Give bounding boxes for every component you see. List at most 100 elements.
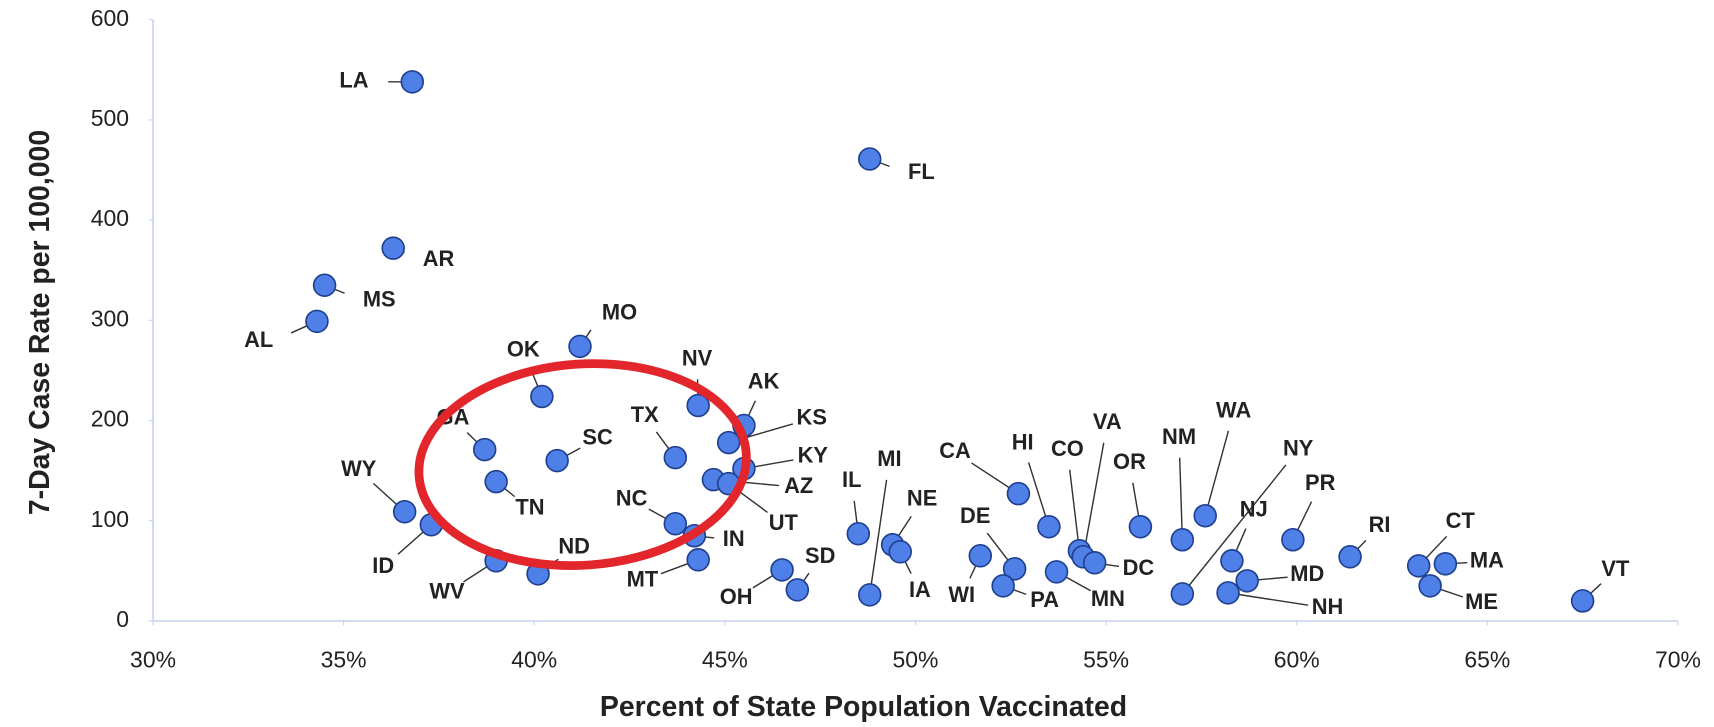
point-label: NC xyxy=(616,485,648,510)
point-label: WI xyxy=(948,582,975,607)
point-label: RI xyxy=(1369,512,1391,537)
point-label: WV xyxy=(429,578,465,603)
point-label: NJ xyxy=(1240,496,1268,521)
point-label: OH xyxy=(720,584,753,609)
point-label: TN xyxy=(515,495,544,520)
point xyxy=(1216,581,1240,605)
point xyxy=(484,469,508,494)
point xyxy=(392,499,417,524)
point xyxy=(1406,554,1431,578)
point xyxy=(1044,560,1069,584)
point xyxy=(1281,528,1305,552)
point-label: MT xyxy=(627,566,659,591)
point-label: KS xyxy=(797,404,827,429)
point-label: ID xyxy=(372,553,394,578)
point-label: OR xyxy=(1113,449,1146,474)
point xyxy=(1570,589,1595,613)
y-tick-label: 500 xyxy=(91,105,129,131)
point xyxy=(1082,551,1107,575)
point-label: SC xyxy=(582,425,613,450)
point-label: MS xyxy=(363,286,396,311)
point-label: CA xyxy=(939,438,971,463)
point xyxy=(1235,569,1259,593)
x-tick-label: 70% xyxy=(1655,646,1701,672)
x-tick-label: 30% xyxy=(130,646,176,672)
y-tick-label: 200 xyxy=(91,406,129,432)
x-tick-label: 40% xyxy=(511,646,557,672)
leader-line xyxy=(1181,464,1287,595)
leader-line xyxy=(1227,592,1309,606)
point-label: CO xyxy=(1051,436,1084,461)
point xyxy=(1418,574,1442,598)
x-tick-label: 65% xyxy=(1464,646,1510,672)
point xyxy=(1170,528,1195,552)
point-label: MA xyxy=(1470,547,1504,572)
y-tick-label: 300 xyxy=(91,305,129,331)
point xyxy=(770,558,794,582)
point-label: UT xyxy=(769,510,799,535)
point-label: DC xyxy=(1123,555,1155,580)
y-tick-label: 100 xyxy=(91,506,129,532)
point-label: MD xyxy=(1290,561,1324,586)
point-label: VA xyxy=(1093,409,1122,434)
point-label: SD xyxy=(805,543,835,568)
x-tick-label: 55% xyxy=(1083,646,1129,672)
plot-area: 0 100 200 300 400 500 600 30% 35% 40% 45% 50% 55% 60%… xyxy=(91,5,1701,673)
point xyxy=(846,522,871,546)
point xyxy=(716,430,741,455)
point xyxy=(545,448,569,473)
y-tick-label: 600 xyxy=(91,5,129,31)
point-label: PA xyxy=(1030,587,1059,612)
point-label: OK xyxy=(507,336,540,361)
leader-lines xyxy=(290,81,1602,606)
point xyxy=(991,574,1015,598)
point xyxy=(1128,514,1153,539)
point-label: NY xyxy=(1283,435,1314,460)
point-label: FL xyxy=(908,159,935,184)
point xyxy=(1170,582,1195,606)
point-label: IL xyxy=(842,467,861,492)
point xyxy=(1338,545,1362,569)
point-label: MO xyxy=(602,299,637,324)
point-label: AK xyxy=(748,369,780,394)
point-label: ND xyxy=(558,533,590,558)
point xyxy=(686,548,710,572)
leader-line xyxy=(1082,442,1105,557)
point-label: HI xyxy=(1012,429,1034,454)
point xyxy=(888,540,912,564)
point xyxy=(1433,552,1458,576)
point-label: AL xyxy=(244,327,273,352)
point-label: NV xyxy=(682,345,713,370)
point-label: VT xyxy=(1601,556,1630,581)
point-label: CT xyxy=(1446,508,1476,533)
point-label: IN xyxy=(723,526,745,551)
point xyxy=(857,147,882,171)
y-axis-title: 7-Day Case Rate per 100,000 xyxy=(24,130,56,515)
point xyxy=(1002,557,1027,581)
point xyxy=(663,445,688,470)
x-tick-label: 60% xyxy=(1274,646,1320,672)
point xyxy=(968,544,993,568)
leader-line xyxy=(1178,457,1184,540)
point-label: IA xyxy=(909,577,931,602)
point-label: NE xyxy=(907,486,937,511)
point xyxy=(785,578,810,602)
point xyxy=(472,437,497,462)
point-label: TX xyxy=(631,402,659,427)
point-label: MI xyxy=(877,446,901,471)
point-label: PR xyxy=(1305,470,1336,495)
point-label: NH xyxy=(1312,594,1344,619)
point xyxy=(568,334,592,359)
highlight-ellipse xyxy=(414,359,751,570)
y-tick-label: 400 xyxy=(91,205,129,231)
point-label: KY xyxy=(798,442,829,467)
y-tick-label: 0 xyxy=(116,606,129,632)
leader-line xyxy=(869,479,888,595)
point xyxy=(857,583,882,607)
point xyxy=(1220,549,1244,573)
point-label: AR xyxy=(423,246,455,271)
point xyxy=(305,309,329,334)
point xyxy=(1193,503,1217,528)
point xyxy=(1037,514,1061,539)
